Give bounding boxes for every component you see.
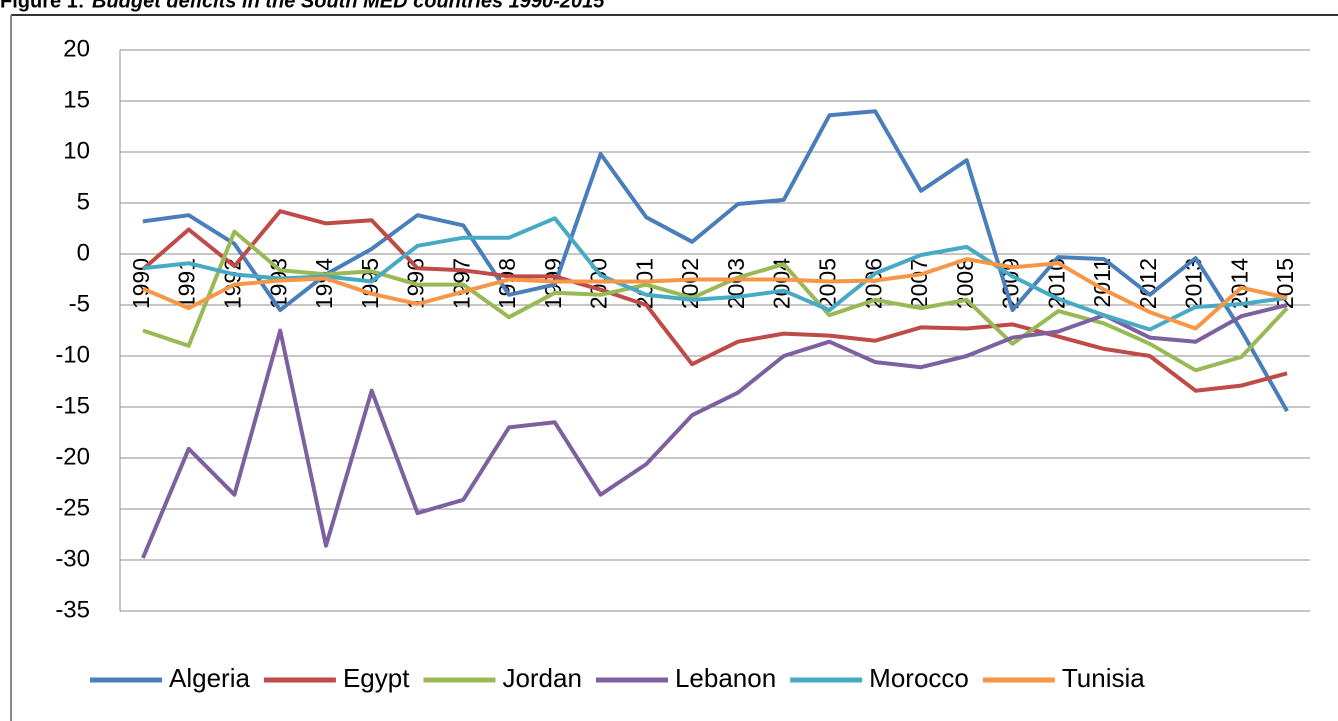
y-tick-label: 5	[77, 188, 90, 215]
legend-label: Jordan	[502, 663, 582, 693]
series-line	[142, 257, 1288, 331]
y-tick-label: -35	[55, 596, 90, 623]
legend-label: Lebanon	[675, 663, 776, 693]
series-line	[142, 216, 1288, 332]
figure-label: Figure 1:	[0, 0, 84, 12]
y-tick-label: -15	[55, 392, 90, 419]
y-tick-label: -20	[55, 443, 90, 470]
x-tick-label: 1993	[265, 258, 291, 309]
legend-label: Morocco	[869, 663, 969, 693]
legend-label: Algeria	[169, 663, 250, 693]
x-tick-label: 2000	[586, 258, 612, 309]
y-tick-label: 20	[63, 35, 90, 62]
y-tick-label: -10	[55, 341, 90, 368]
series-line	[141, 303, 1288, 559]
series-line	[141, 209, 1288, 393]
y-tick-label: -5	[69, 290, 90, 317]
legend-label: Egypt	[343, 663, 410, 693]
x-tick-label: 2015	[1272, 258, 1298, 309]
x-tick-label: 2007	[906, 258, 932, 309]
series-line	[142, 109, 1289, 413]
series-line	[142, 229, 1289, 373]
y-tick-label: -25	[55, 494, 90, 521]
legend-label: Tunisia	[1062, 663, 1145, 693]
chart-title: Budget deficits in the South MED countri…	[92, 0, 605, 12]
x-tick-label: 2012	[1135, 258, 1161, 309]
x-tick-label: 2014	[1226, 258, 1252, 309]
y-tick-label: -30	[55, 545, 90, 572]
y-tick-label: 15	[63, 86, 90, 113]
y-tick-label: 10	[63, 137, 90, 164]
x-tick-label: 1995	[357, 258, 383, 309]
y-tick-label: 0	[77, 239, 90, 266]
